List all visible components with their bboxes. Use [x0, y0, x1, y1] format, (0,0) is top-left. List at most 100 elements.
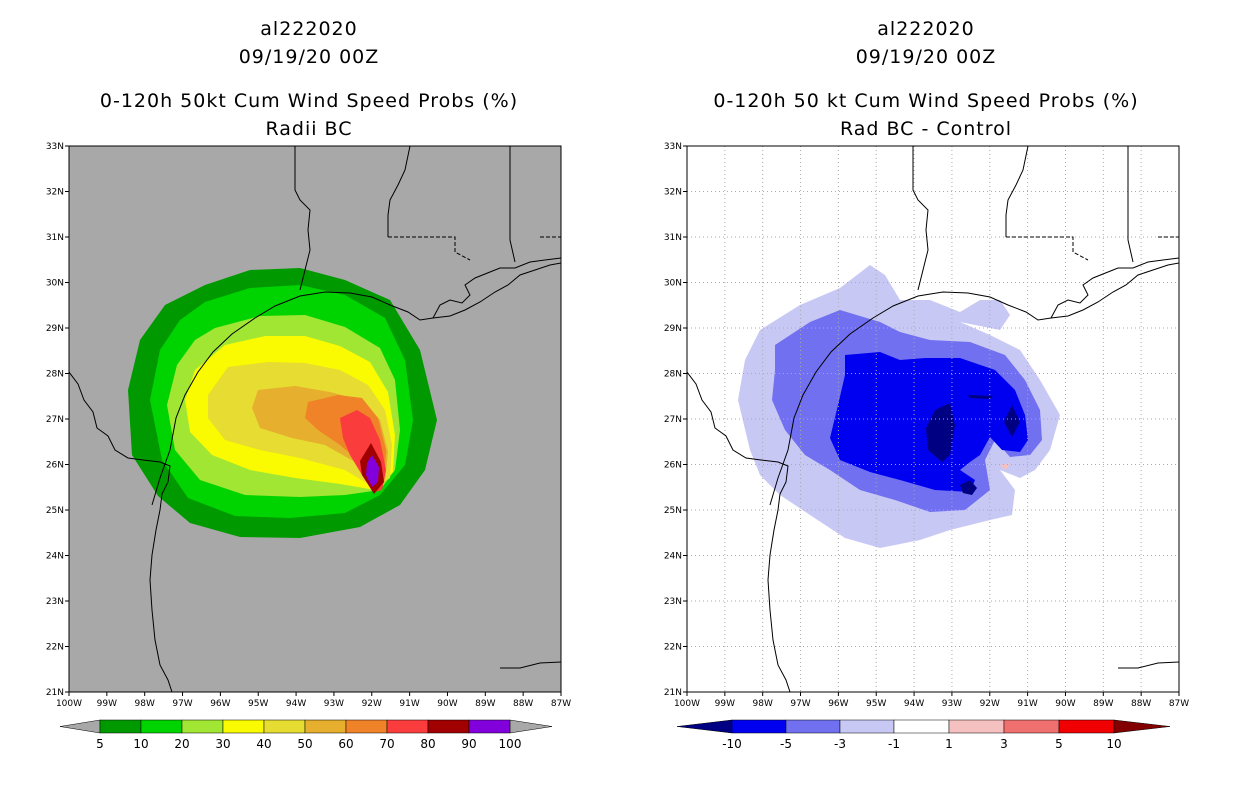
y-tick-label: 23N — [46, 597, 64, 607]
x-tick-label: 92W — [980, 699, 1000, 709]
y-tick-label: 25N — [46, 506, 64, 516]
left-gulf-coast — [151, 262, 561, 506]
left-title: 0-120h 50kt Cum Wind Speed Probs (%) — [99, 90, 519, 112]
left-probability-contours — [128, 268, 437, 538]
x-tick-label: 98W — [135, 699, 155, 709]
y-tick-label: 28N — [664, 370, 682, 380]
x-tick-label: 96W — [828, 699, 848, 709]
colorbar-swatch — [386, 719, 429, 734]
right-gridlines — [687, 146, 1179, 692]
colorbar-swatch — [140, 719, 183, 734]
right-mississippi-river — [1005, 146, 1029, 237]
colorbar-label: 60 — [338, 737, 353, 751]
x-tick-label: 90W — [1055, 699, 1075, 709]
colorbar-label: 100 — [499, 737, 522, 751]
left-datetime: 09/19/20 00Z — [238, 46, 380, 68]
x-tick-label: 98W — [753, 699, 773, 709]
x-tick-label: 90W — [437, 699, 457, 709]
colorbar-swatch — [263, 719, 306, 734]
left-state-border-la-ms — [388, 236, 471, 261]
right-colorbar: -10 -5 -3 -1 1 3 5 10 — [676, 719, 1171, 751]
x-tick-label: 94W — [904, 699, 924, 709]
left-subtitle: Radii BC — [265, 118, 353, 140]
colorbar-swatch — [427, 719, 470, 734]
y-tick-label: 33N — [664, 142, 682, 152]
x-tick-label: 93W — [942, 699, 962, 709]
colorbar-swatch — [731, 719, 787, 734]
colorbar-swatch — [1003, 719, 1060, 734]
diff-contour-minus10-d — [968, 395, 993, 399]
x-tick-label: 95W — [248, 699, 268, 709]
right-mexico-coast-south — [1118, 661, 1179, 669]
colorbar-label: 70 — [379, 737, 394, 751]
right-louisiana-bayous — [1050, 257, 1179, 319]
colorbar-swatch — [785, 719, 841, 734]
y-tick-label: 28N — [46, 370, 64, 380]
colorbar-label: -1 — [888, 737, 900, 751]
colorbar-low-end — [59, 719, 101, 734]
right-datetime: 09/19/20 00Z — [855, 46, 997, 68]
colorbar-swatch — [99, 719, 142, 734]
y-tick-label: 23N — [664, 597, 682, 607]
diff-contour-minus10-a — [926, 403, 955, 462]
left-coastline — [69, 371, 173, 692]
colorbar-label: 3 — [1000, 737, 1008, 751]
right-ms-al-border — [1127, 146, 1134, 263]
x-tick-label: 89W — [1093, 699, 1113, 709]
y-tick-label: 25N — [664, 506, 682, 516]
diff-contour-minus10-b — [1004, 405, 1020, 437]
left-ms-al-border — [509, 146, 516, 263]
colorbar-swatch — [222, 719, 265, 734]
colorbar-swatch — [345, 719, 388, 734]
colorbar-label: 10 — [133, 737, 148, 751]
colorbar-swatch — [304, 719, 347, 734]
colorbar-high-end — [1113, 719, 1171, 734]
colorbar-label: 50 — [297, 737, 312, 751]
colorbar-label: 20 — [174, 737, 189, 751]
x-tick-label: 92W — [362, 699, 382, 709]
right-coastline — [687, 371, 791, 692]
colorbar-label: 10 — [1106, 737, 1121, 751]
y-tick-label: 33N — [46, 142, 64, 152]
x-tick-label: 91W — [1017, 699, 1037, 709]
y-tick-label: 31N — [46, 233, 64, 243]
y-tick-label: 24N — [664, 552, 682, 562]
x-tick-label: 87W — [551, 699, 571, 709]
left-colorbar: 5 10 20 30 40 50 60 70 80 90 100 — [59, 719, 553, 751]
y-tick-label: 30N — [46, 279, 64, 289]
colorbar-label: 40 — [256, 737, 271, 751]
diff-contour-minus10-c — [960, 480, 977, 495]
colorbar-swatch — [468, 719, 511, 734]
right-axis-ticks: 100W 99W 98W 97W 96W 95W 94W 93W 92W 91W 90W 89W 88W… — [664, 142, 1189, 709]
y-tick-label: 27N — [46, 415, 64, 425]
colorbar-high-end — [509, 719, 553, 734]
left-state-border-tx-la — [294, 146, 311, 291]
x-tick-label: 100W — [674, 699, 700, 709]
y-tick-label: 21N — [664, 688, 682, 698]
right-coastlines — [687, 146, 1179, 692]
right-difference-contours — [738, 265, 1060, 548]
y-tick-label: 31N — [664, 233, 682, 243]
y-tick-label: 26N — [664, 461, 682, 471]
y-tick-label: 26N — [46, 461, 64, 471]
x-tick-label: 97W — [790, 699, 810, 709]
colorbar-swatch — [839, 719, 895, 734]
y-tick-label: 29N — [664, 324, 682, 334]
y-tick-label: 32N — [664, 188, 682, 198]
colorbar-swatch — [948, 719, 1005, 734]
colorbar-swatch — [1058, 719, 1115, 734]
left-axis-ticks: 100W 99W 98W 97W 96W 95W 94W 93W 92W 91W 90W 89W 88W… — [46, 142, 571, 709]
left-mississippi-river — [387, 146, 411, 237]
x-tick-label: 99W — [715, 699, 735, 709]
colorbar-label: -10 — [722, 737, 742, 751]
x-tick-label: 88W — [1131, 699, 1151, 709]
x-tick-label: 94W — [286, 699, 306, 709]
colorbar-label: -3 — [834, 737, 846, 751]
x-tick-label: 97W — [172, 699, 192, 709]
colorbar-label: 5 — [96, 737, 104, 751]
colorbar-label: 90 — [461, 737, 476, 751]
y-tick-label: 29N — [46, 324, 64, 334]
colorbar-low-end — [676, 719, 733, 734]
contour-90 — [366, 455, 379, 487]
